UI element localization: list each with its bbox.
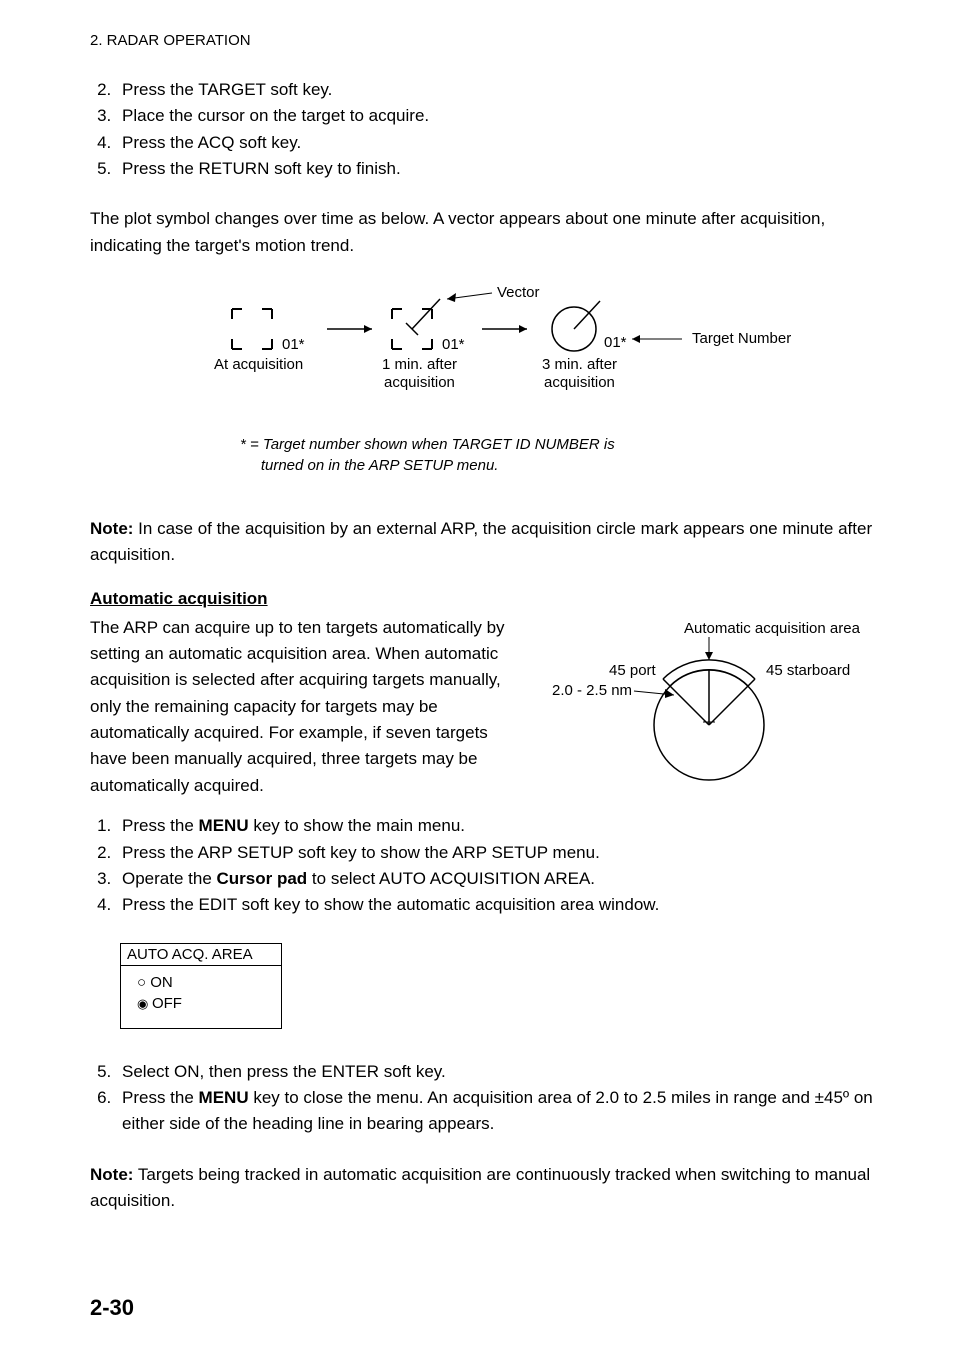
area-label: Automatic acquisition area (684, 620, 861, 637)
mid-step-4: Press the EDIT soft key to show the auto… (116, 892, 894, 918)
id-label-3: 01* (604, 334, 627, 351)
one-min-label-1: 1 min. after (382, 356, 457, 373)
step-4: Press the ACQ soft key. (116, 130, 894, 156)
three-min-label-2: acquisition (544, 374, 615, 391)
option-off: OFF (137, 993, 269, 1014)
steps-list-mid: Press the MENU key to show the main menu… (90, 813, 894, 918)
one-min-label-2: acquisition (384, 374, 455, 391)
starboard-label: 45 starboard (766, 662, 850, 679)
window-title: AUTO ACQ. AREA (121, 944, 281, 966)
step-5: Press the RETURN soft key to finish. (116, 156, 894, 182)
id-label-1: 01* (282, 336, 305, 353)
at-acq-label: At acquisition (214, 356, 303, 373)
note-1: Note: In case of the acquisition by an e… (90, 516, 894, 569)
plot-symbol-diagram: 01* At acquisition 01* 1 min. after acqu… (90, 279, 894, 424)
vector-label: Vector (497, 284, 540, 301)
mid-step-3: Operate the Cursor pad to select AUTO AC… (116, 866, 894, 892)
three-min-label-1: 3 min. after (542, 356, 617, 373)
target-number-label: Target Number (692, 330, 791, 347)
diagram-footnote: * = Target number shown when TARGET ID N… (240, 434, 894, 476)
option-on: ON (137, 972, 269, 993)
bot-step-5: Select ON, then press the ENTER soft key… (116, 1059, 894, 1085)
id-label-2: 01* (442, 336, 465, 353)
acq-area-diagram: Automatic acquisition area 45 port 45 st… (534, 615, 894, 805)
note2-label: Note: (90, 1165, 133, 1184)
note2-text: Targets being tracked in automatic acqui… (90, 1165, 870, 1210)
mid-step-2: Press the ARP SETUP soft key to show the… (116, 840, 894, 866)
range-label: 2.0 - 2.5 nm (552, 682, 632, 699)
auto-acq-title: Automatic acquisition (90, 589, 894, 609)
para-plot-symbol: The plot symbol changes over time as bel… (90, 206, 894, 259)
note-2: Note: Targets being tracked in automatic… (90, 1162, 894, 1215)
port-label: 45 port (609, 662, 657, 679)
auto-acq-window: AUTO ACQ. AREA ON OFF (120, 943, 282, 1029)
steps-list-top: Press the TARGET soft key. Place the cur… (90, 77, 894, 182)
auto-acq-para: The ARP can acquire up to ten targets au… (90, 615, 510, 799)
bot-step-6: Press the MENU key to close the menu. An… (116, 1085, 894, 1138)
step-3: Place the cursor on the target to acquir… (116, 103, 894, 129)
note-text: In case of the acquisition by an externa… (90, 519, 872, 564)
steps-list-bottom: Select ON, then press the ENTER soft key… (90, 1059, 894, 1138)
section-header: 2. RADAR OPERATION (90, 32, 894, 49)
note-label: Note: (90, 519, 133, 538)
mid-step-1: Press the MENU key to show the main menu… (116, 813, 894, 839)
step-2: Press the TARGET soft key. (116, 77, 894, 103)
page-number: 2-30 (90, 1295, 134, 1321)
